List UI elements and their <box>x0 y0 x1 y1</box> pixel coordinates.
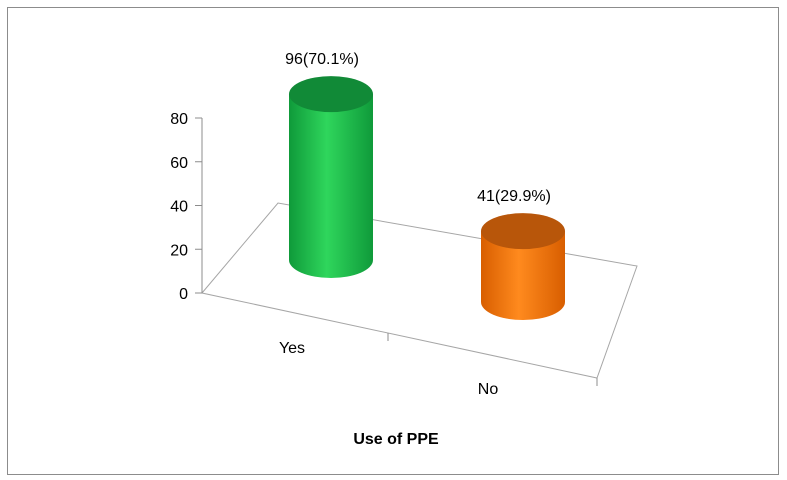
data-labels: 96(70.1%) 41(29.9%) <box>285 51 551 205</box>
data-label: 96(70.1%) <box>285 51 359 68</box>
bar-top <box>481 213 565 250</box>
y-tick-label: 20 <box>170 242 188 259</box>
bar-body <box>289 94 373 278</box>
y-tick-label: 40 <box>170 199 188 216</box>
bar-yes <box>289 76 373 278</box>
bar-top <box>289 76 373 113</box>
chart-floor <box>201 202 638 379</box>
category-label: No <box>478 381 499 398</box>
y-tick-label: 0 <box>179 286 188 303</box>
y-axis-ticks: 0 20 40 60 80 <box>170 111 202 303</box>
category-labels: Yes No <box>279 340 498 398</box>
y-tick-label: 80 <box>170 111 188 128</box>
x-axis-title: Use of PPE <box>353 431 439 448</box>
category-label: Yes <box>279 340 305 357</box>
chart-frame <box>7 7 779 475</box>
y-tick-label: 60 <box>170 155 188 172</box>
data-label: 41(29.9%) <box>477 188 551 205</box>
bars <box>289 76 565 320</box>
bar-body <box>481 231 565 320</box>
bar-no <box>481 213 565 320</box>
